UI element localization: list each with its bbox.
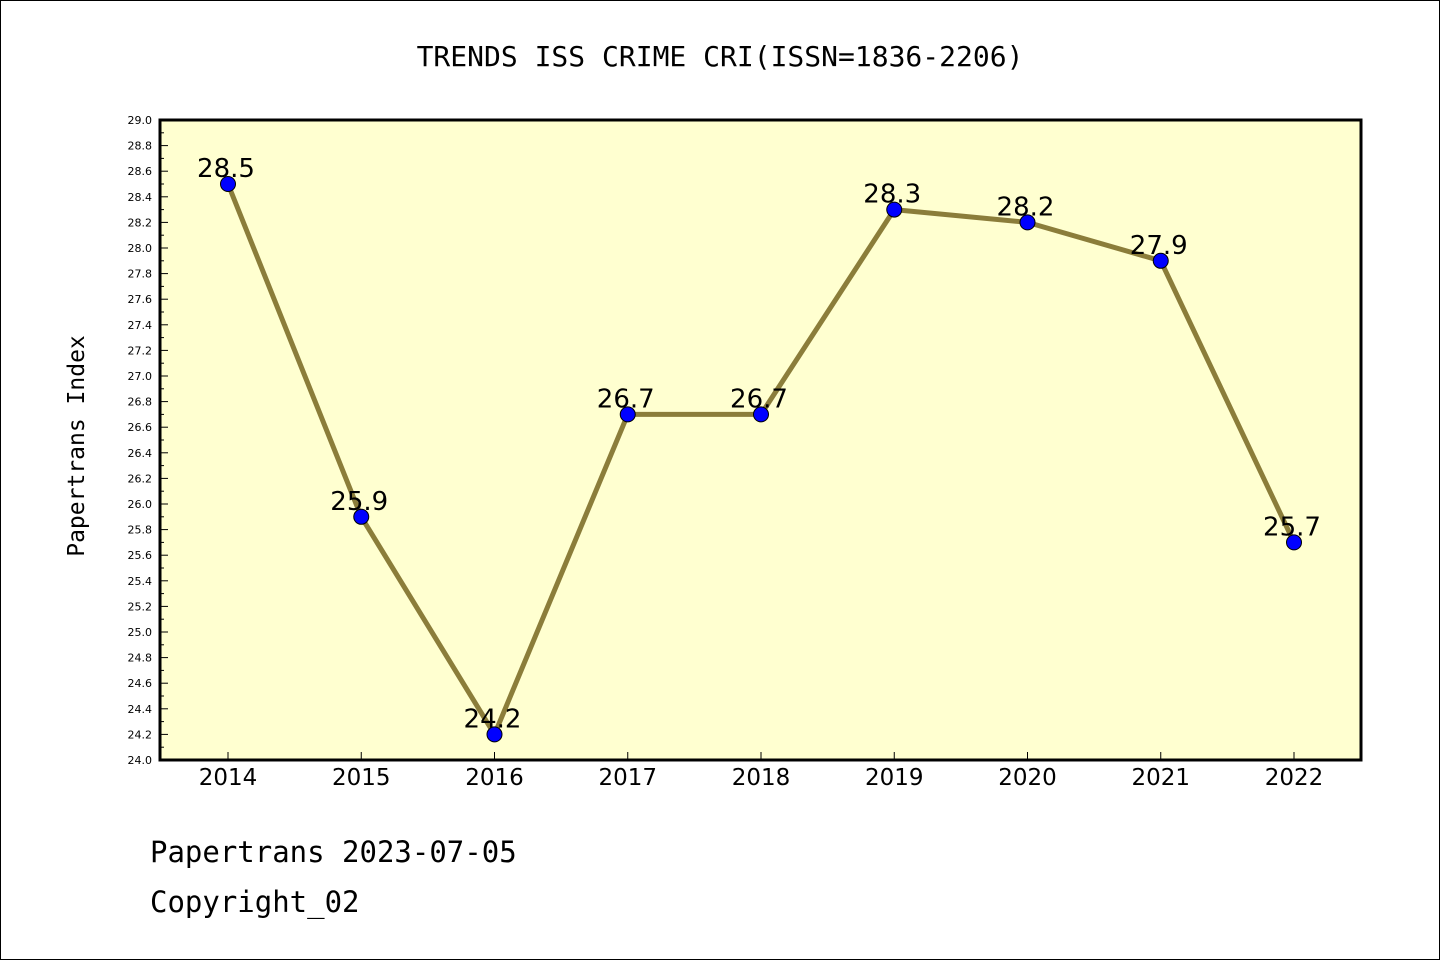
y-tick-label: 25.6 [128, 549, 153, 562]
y-tick-label: 28.0 [128, 242, 153, 255]
plot-area [160, 120, 1361, 760]
data-point [353, 508, 370, 525]
data-point [619, 406, 636, 423]
y-tick-label: 27.4 [128, 319, 153, 332]
y-tick-label: 24.2 [128, 728, 153, 741]
y-tick-label: 29.0 [128, 114, 153, 127]
y-axis-label: Papertrans Index [64, 335, 90, 557]
y-tick-label: 26.4 [128, 447, 153, 460]
y-tick-label: 24.8 [128, 652, 153, 665]
data-point [1019, 214, 1036, 231]
x-tick-label: 2014 [199, 765, 258, 791]
x-tick-label: 2015 [332, 765, 391, 791]
data-label: 28.2 [997, 192, 1055, 222]
y-tick-label: 28.2 [128, 216, 153, 229]
data-point [486, 726, 503, 743]
data-point [753, 406, 769, 423]
data-label: 25.9 [330, 487, 388, 517]
x-tick-label: 2022 [1265, 765, 1324, 791]
x-tick-label: 2018 [732, 765, 791, 791]
y-tick-label: 27.2 [128, 344, 153, 357]
data-label: 26.7 [597, 384, 655, 414]
y-tick-label: 28.8 [128, 140, 153, 153]
data-label: 27.9 [1130, 231, 1188, 261]
y-tick-label: 24.4 [128, 703, 153, 716]
y-tick-label: 25.8 [128, 524, 153, 537]
x-tick-label: 2020 [998, 765, 1057, 791]
y-tick-label: 26.6 [128, 421, 153, 434]
data-label: 25.7 [1263, 512, 1321, 542]
x-tick-label: 2017 [598, 765, 657, 791]
y-tick-label: 24.6 [128, 677, 153, 690]
y-tick-label: 26.8 [128, 396, 153, 409]
y-tick-label: 24.0 [128, 754, 153, 767]
x-tick-label: 2019 [865, 765, 924, 791]
y-tick-label: 25.4 [128, 575, 153, 588]
y-tick-label: 27.6 [128, 293, 153, 306]
y-tick-label: 26.2 [128, 472, 153, 485]
y-tick-label: 25.2 [128, 600, 153, 613]
y-tick-label: 26.0 [128, 498, 153, 511]
data-label: 26.7 [730, 384, 788, 414]
y-tick-label: 25.0 [128, 626, 153, 639]
data-point [1286, 534, 1302, 551]
y-tick-label: 27.8 [128, 268, 153, 281]
chart-title: TRENDS ISS CRIME CRI(ISSN=1836-2206) [417, 40, 1024, 73]
footer-date: Papertrans 2023-07-05 [150, 835, 517, 869]
data-label: 28.5 [197, 154, 255, 184]
x-tick-label: 2016 [465, 765, 524, 791]
data-point [220, 176, 236, 192]
x-tick-label: 2021 [1131, 765, 1190, 791]
y-tick-label: 28.6 [128, 165, 153, 178]
data-label: 24.2 [464, 704, 522, 734]
data-label: 28.3 [863, 180, 921, 210]
data-point [886, 201, 903, 218]
y-tick-label: 27.0 [128, 370, 153, 383]
footer-copyright: Copyright_02 [150, 885, 360, 919]
data-point [1152, 252, 1169, 269]
plot-border [158, 118, 1363, 762]
y-tick-label: 28.4 [128, 191, 153, 204]
